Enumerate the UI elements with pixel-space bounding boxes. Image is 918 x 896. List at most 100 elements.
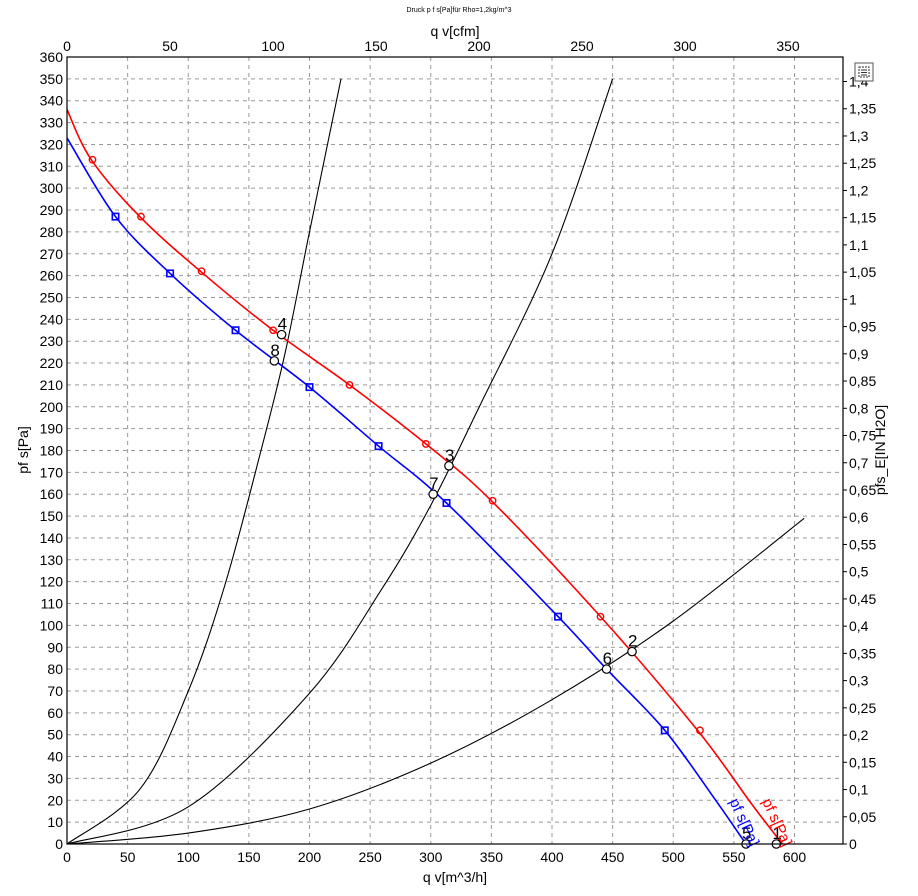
x-tick-label: 150 <box>237 849 261 865</box>
operating-point-label: 5 <box>742 824 751 843</box>
y-tick-label: 70 <box>47 683 63 699</box>
y-tick-label: 280 <box>40 224 64 240</box>
y2-tick-label: 1,15 <box>849 210 876 226</box>
y-tick-label: 270 <box>40 246 64 262</box>
y-tick-label: 230 <box>40 333 64 349</box>
series-point-1 <box>197 267 206 276</box>
grid <box>67 57 843 844</box>
y-tick-label: 200 <box>40 399 64 415</box>
system-curve <box>66 517 805 845</box>
y2-tick-label: 0,7 <box>849 455 869 471</box>
operating-point-label: 4 <box>278 315 287 334</box>
y2-tick-label: 1,25 <box>849 155 876 171</box>
series-point-1 <box>596 612 605 621</box>
y-tick-label: 340 <box>40 93 64 109</box>
x2-tick-label: 200 <box>467 38 491 54</box>
y-tick-label: 330 <box>40 115 64 131</box>
y2-tick-label: 0,65 <box>849 482 876 498</box>
x-tick-label: 0 <box>63 849 71 865</box>
y-tick-label: 210 <box>40 377 64 393</box>
series-point-1 <box>269 326 278 335</box>
y-tick-label: 260 <box>40 268 64 284</box>
y-tick-label: 110 <box>41 596 64 612</box>
y-tick-label: 50 <box>47 727 63 743</box>
y2-tick-label: 0,3 <box>849 673 869 689</box>
select-icon[interactable] <box>854 62 874 82</box>
y-tick-label: 250 <box>40 289 64 305</box>
y2-tick-label: 0,5 <box>849 564 869 580</box>
y-tick-label: 190 <box>40 421 64 437</box>
y-tick-label: 80 <box>47 661 63 677</box>
operating-point-label: 6 <box>603 649 612 668</box>
series-point-1 <box>696 726 704 735</box>
y-tick-label: 160 <box>40 486 64 502</box>
chart-title: Druck p f s[Pa]für Rho=1,2kg/m^3 <box>406 7 511 14</box>
y-tick-label: 10 <box>47 814 63 830</box>
x-tick-label: 600 <box>783 849 807 865</box>
y2-tick-label: 1,2 <box>849 182 869 198</box>
y-tick-label: 140 <box>40 530 64 546</box>
operating-point <box>276 329 287 340</box>
tick-labels: 0 50 100 150 200 250 300 350 400 450 500 550 6000102… <box>40 38 877 865</box>
y2-tick-label: 1,3 <box>849 128 869 144</box>
system-curves <box>66 78 805 845</box>
operating-point-label: 7 <box>429 474 438 493</box>
y-tick-label: 300 <box>40 180 64 196</box>
x-tick-label: 50 <box>120 849 136 865</box>
x2-tick-label: 150 <box>364 38 388 54</box>
y-tick-label: 20 <box>47 792 63 808</box>
series-line-1 <box>66 109 784 845</box>
y2-tick-label: 0,95 <box>849 319 876 335</box>
y-tick-label: 310 <box>40 158 64 174</box>
y-axis-label: pf s[Pa] <box>15 426 31 473</box>
x-tick-label: 500 <box>662 849 686 865</box>
y-tick-label: 100 <box>40 617 64 633</box>
y-tick-label: 60 <box>47 705 63 721</box>
y2-tick-label: 1,05 <box>849 264 876 280</box>
x-tick-label: 350 <box>480 849 504 865</box>
series-point-2 <box>554 612 563 621</box>
operating-point <box>269 356 280 366</box>
series-point-2 <box>374 442 383 451</box>
y-tick-label: 360 <box>40 49 64 65</box>
y2-tick-label: 0,75 <box>849 428 876 444</box>
x-tick-label: 100 <box>177 849 201 865</box>
y2-tick-label: 0,4 <box>849 618 869 634</box>
operating-point-label: 8 <box>270 341 279 360</box>
system-curve <box>66 78 342 845</box>
x2-tick-label: 0 <box>63 38 71 54</box>
y2-tick-label: 0,2 <box>849 727 869 743</box>
series-point-2 <box>166 269 175 278</box>
y2-tick-label: 0,1 <box>849 782 869 798</box>
x-axis-label: q v[m^3/h] <box>423 869 487 885</box>
y-tick-label: 130 <box>40 552 64 568</box>
series-point-2 <box>660 726 669 735</box>
y2-tick-label: 0,8 <box>849 400 869 416</box>
y-tick-label: 170 <box>40 464 64 480</box>
y2-tick-label: 0,85 <box>849 373 876 389</box>
y-tick-label: 90 <box>47 639 63 655</box>
y-tick-label: 320 <box>40 136 64 152</box>
series-point-1 <box>137 212 145 221</box>
y-tick-label: 350 <box>40 71 64 87</box>
series-point-1 <box>88 155 97 164</box>
operating-point <box>627 646 637 657</box>
operating-point-label: 1 <box>772 824 781 843</box>
x-tick-label: 200 <box>298 849 322 865</box>
x-tick-label: 250 <box>358 849 382 865</box>
y2-tick-label: 1,35 <box>849 101 876 117</box>
y-tick-label: 240 <box>40 311 64 327</box>
series-point-1 <box>488 496 497 505</box>
series-point-2 <box>111 212 120 221</box>
series-group <box>66 109 784 845</box>
x2-tick-label: 250 <box>570 38 594 54</box>
system-curve <box>66 78 614 845</box>
y-tick-label: 120 <box>40 574 64 590</box>
x2-tick-label: 300 <box>673 38 697 54</box>
x-tick-label: 300 <box>419 849 443 865</box>
y2-tick-label: 0,05 <box>849 809 876 825</box>
x2-tick-label: 100 <box>261 38 285 54</box>
y2-tick-label: 0,9 <box>849 346 869 362</box>
y2-tick-label: 0,45 <box>849 591 876 607</box>
